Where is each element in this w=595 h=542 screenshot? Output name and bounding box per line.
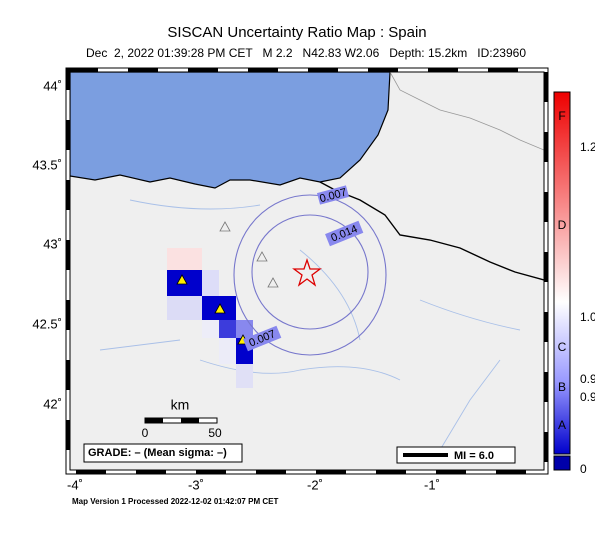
colorbar-value: 1.2 [580,140,595,154]
lon-label: -2˚ [307,477,323,492]
colorbar-value: 0 [580,462,587,476]
colorbar-value: 1.0 [580,310,595,324]
footer: Map Version 1 Processed 2022-12-02 01:42… [72,497,278,506]
lat-label: 43˚ [43,236,62,251]
scale-unit: km [171,397,190,413]
map-area [70,72,544,470]
lat-label: 42˚ [43,396,62,411]
colorbar-value: 0.9 [580,390,595,404]
subtitle: Dec 2, 2022 01:39:28 PM CET M 2.2 N42.83… [86,46,526,60]
grade: GRADE: – (Mean sigma: –) [88,447,227,459]
lat-label: 43.5˚ [32,157,62,172]
lon-label: -4˚ [67,477,83,492]
lat-label: 42.5˚ [32,316,62,331]
scale-tick: 50 [208,426,222,440]
mi-legend-box [396,446,516,464]
lon-axis: -4˚ -3˚ -2˚ -1˚ [67,477,440,492]
colorbar-letter: C [558,340,567,354]
title: SISCAN Uncertainty Ratio Map : Spain [167,24,426,41]
lat-label: 44˚ [43,78,62,93]
lon-label: -1˚ [424,477,440,492]
colorbar-letter: B [558,380,566,394]
colorbar-letter: D [558,218,567,232]
colorbar: F D C B A 1.2 1.0 0.9 0.9 0 [553,91,595,476]
colorbar-value: 0.9 [580,372,595,386]
map-frame [66,68,548,474]
grade-box [83,443,243,463]
scale-bar: km 0 50 [142,397,222,440]
mi-legend: MI = 6.0 [454,450,494,462]
lon-label: -3˚ [188,477,204,492]
lat-axis: 44˚ 43.5˚ 43˚ 42.5˚ 42˚ [32,78,62,411]
colorbar-letter: A [558,418,566,432]
scale-tick: 0 [142,426,149,440]
colorbar-letter: F [558,109,565,123]
